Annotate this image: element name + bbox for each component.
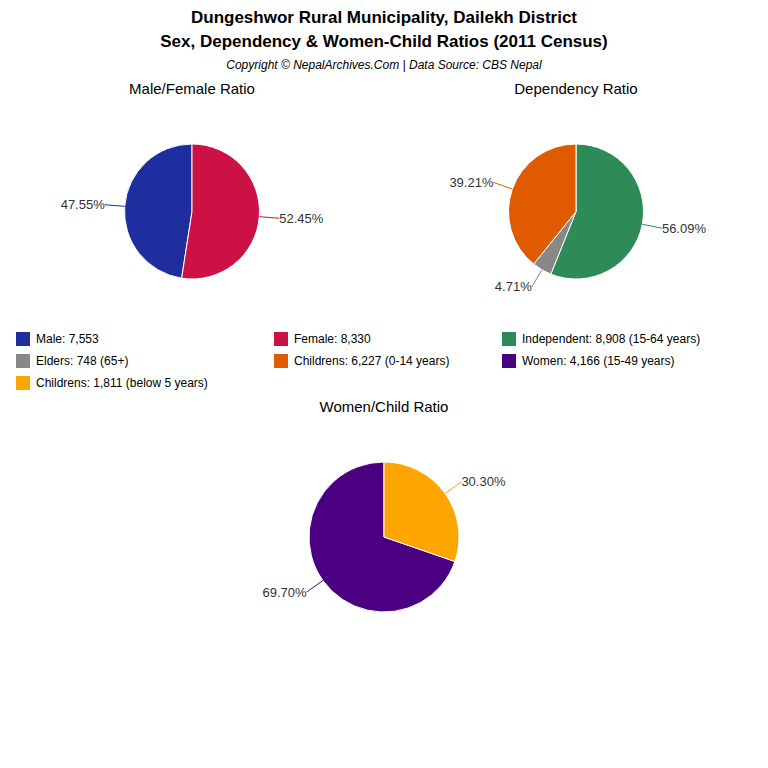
svg-text:39.21%: 39.21% [449, 175, 494, 190]
html-text:Male/Female Ratio: Male/Female Ratio [129, 80, 255, 97]
html-text:Male: 7,553: Male: 7,553 [36, 332, 99, 346]
html-text:Childrens: 6,227 (0-14 years): Childrens: 6,227 (0-14 years) [294, 354, 450, 368]
html-text:Elders: 748 (65+): Elders: 748 (65+) [36, 354, 129, 368]
svg-text:4.71%: 4.71% [495, 279, 532, 294]
html-text:Dependency Ratio: Dependency Ratio [514, 80, 638, 97]
svg-text:52.45%: 52.45% [279, 211, 324, 226]
html-text:Sex, Dependency & Women-Child: Sex, Dependency & Women-Child Ratios (20… [160, 32, 608, 51]
html-text:Independent: 8,908 (15-64 year: Independent: 8,908 (15-64 years) [522, 332, 701, 346]
svg-text:69.70%: 69.70% [263, 585, 308, 600]
svg-text:56.09%: 56.09% [662, 221, 707, 236]
html-text:Women/Child Ratio: Women/Child Ratio [319, 398, 449, 415]
svg-text:30.30%: 30.30% [461, 474, 506, 489]
svg-text:47.55%: 47.55% [61, 197, 106, 212]
html-text:Copyright © NepalArchives.Com: Copyright © NepalArchives.Com | Data Sou… [226, 58, 542, 72]
html-text:Women: 4,166 (15-49 years): Women: 4,166 (15-49 years) [522, 354, 675, 368]
html-text:Female: 8,330: Female: 8,330 [294, 332, 371, 346]
html-text:Childrens: 1,811 (below 5 year: Childrens: 1,811 (below 5 years) [36, 376, 208, 390]
html-text:Dungeshwor Rural Municipality,: Dungeshwor Rural Municipality, Dailekh D… [191, 8, 577, 27]
